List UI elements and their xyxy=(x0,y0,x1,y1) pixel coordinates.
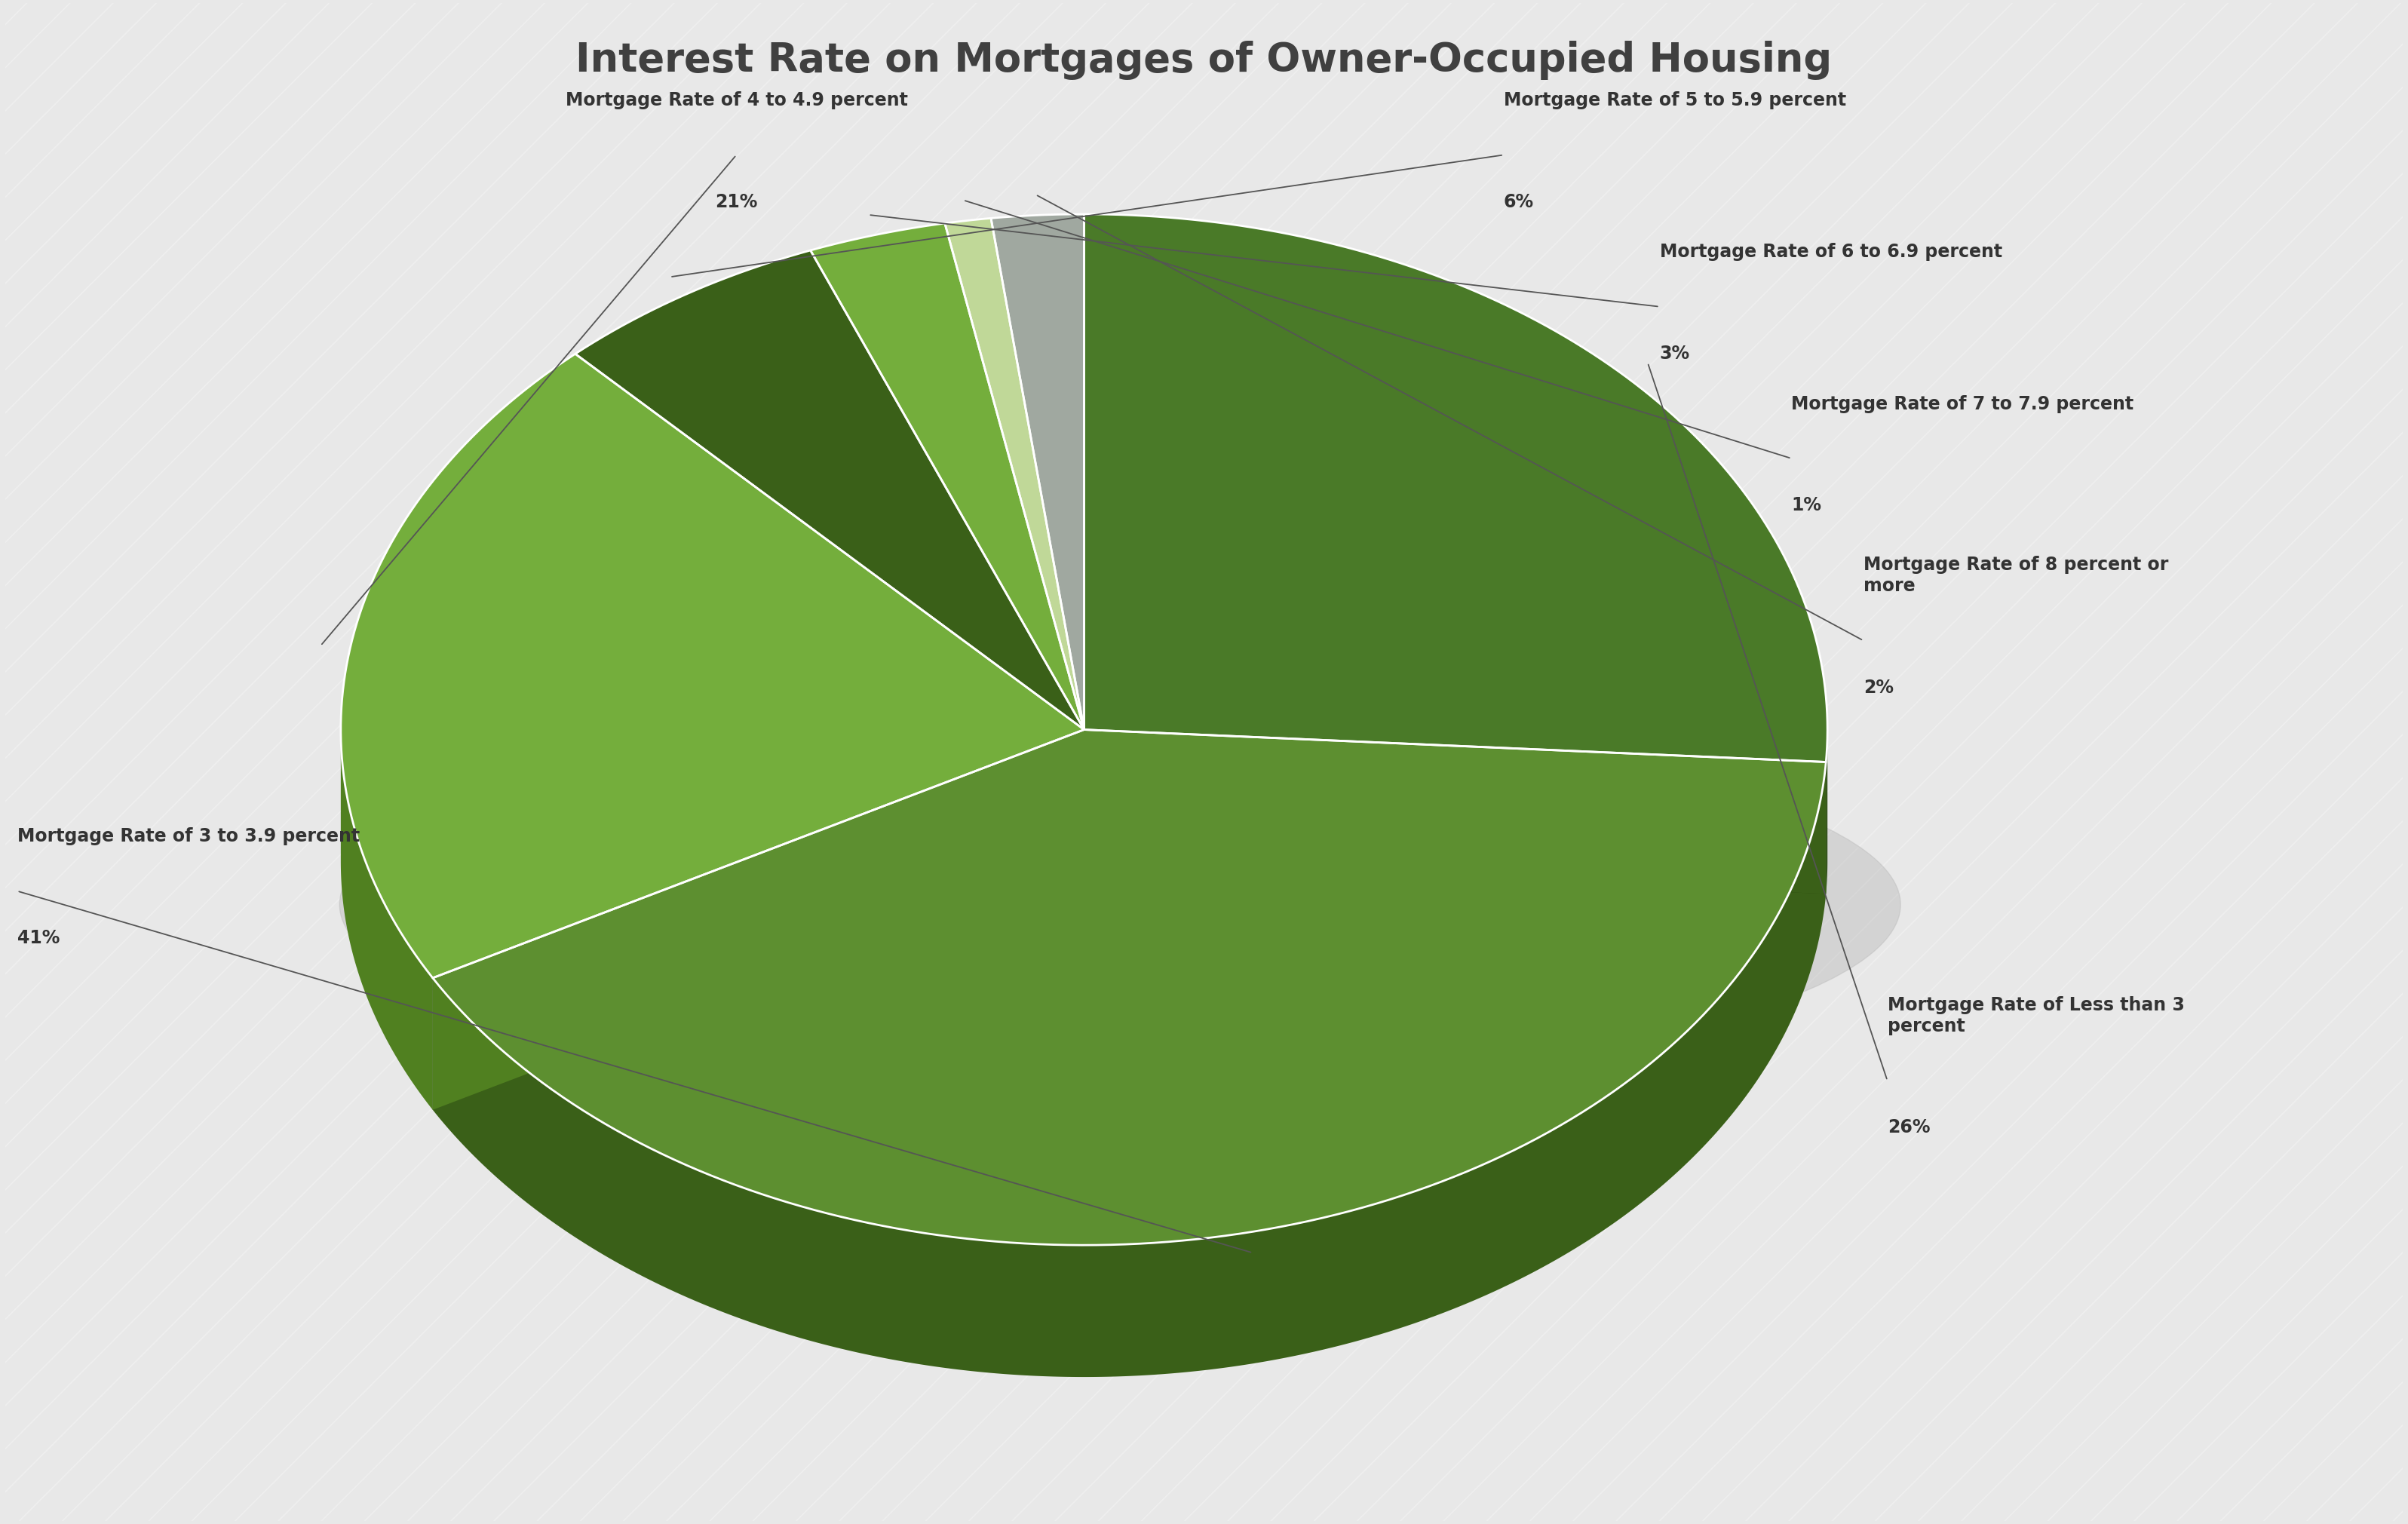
Polygon shape xyxy=(433,730,1084,1109)
Text: Mortgage Rate of 5 to 5.9 percent: Mortgage Rate of 5 to 5.9 percent xyxy=(1503,91,1847,110)
Ellipse shape xyxy=(340,724,1900,1085)
Text: Mortgage Rate of 6 to 6.9 percent: Mortgage Rate of 6 to 6.9 percent xyxy=(1659,242,2001,261)
Text: 26%: 26% xyxy=(1888,1119,1929,1137)
Polygon shape xyxy=(811,224,1084,730)
Polygon shape xyxy=(1084,730,1825,895)
Text: Interest Rate on Mortgages of Owner-Occupied Housing: Interest Rate on Mortgages of Owner-Occu… xyxy=(576,41,1832,81)
Polygon shape xyxy=(433,730,1825,1245)
Text: Mortgage Rate of 7 to 7.9 percent: Mortgage Rate of 7 to 7.9 percent xyxy=(1792,395,2133,413)
Polygon shape xyxy=(992,215,1084,730)
Polygon shape xyxy=(342,354,1084,978)
Text: 2%: 2% xyxy=(1864,678,1893,696)
Polygon shape xyxy=(342,730,433,1109)
Text: 21%: 21% xyxy=(715,194,759,210)
Polygon shape xyxy=(433,730,1084,1109)
Text: 1%: 1% xyxy=(1792,497,1820,515)
Polygon shape xyxy=(433,762,1825,1378)
Text: 6%: 6% xyxy=(1503,194,1534,210)
Text: Mortgage Rate of 3 to 3.9 percent: Mortgage Rate of 3 to 3.9 percent xyxy=(17,828,359,846)
Text: Mortgage Rate of 4 to 4.9 percent: Mortgage Rate of 4 to 4.9 percent xyxy=(566,91,908,110)
Text: 41%: 41% xyxy=(17,930,60,946)
Polygon shape xyxy=(1084,730,1825,895)
Polygon shape xyxy=(944,218,1084,730)
Polygon shape xyxy=(1084,215,1828,762)
Polygon shape xyxy=(576,250,1084,730)
Text: 3%: 3% xyxy=(1659,344,1690,363)
Text: Mortgage Rate of 8 percent or
more: Mortgage Rate of 8 percent or more xyxy=(1864,556,2167,594)
Text: Mortgage Rate of Less than 3
percent: Mortgage Rate of Less than 3 percent xyxy=(1888,997,2184,1035)
